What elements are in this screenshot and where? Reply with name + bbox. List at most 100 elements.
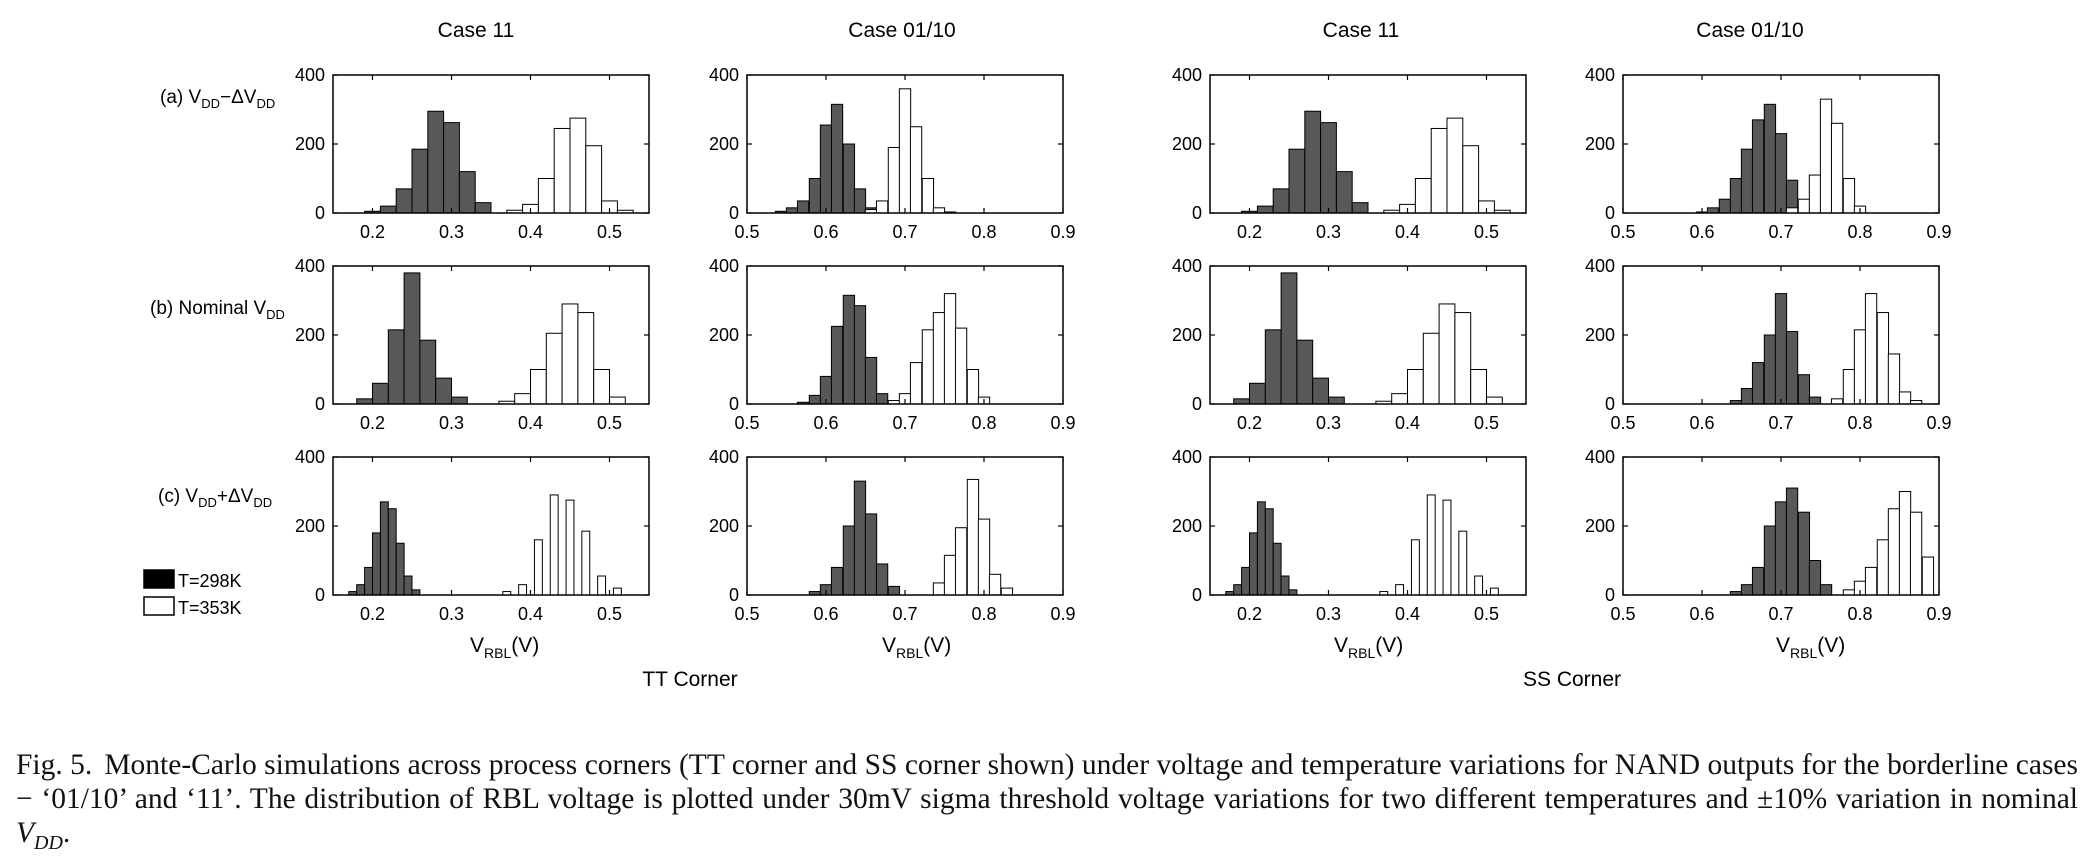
x-tick-label: 0.2 (360, 222, 385, 242)
histogram-bar-298k (443, 122, 460, 214)
y-tick-label: 400 (1172, 256, 1202, 276)
y-tick-label: 400 (1172, 447, 1202, 467)
histogram-bar-353k (1391, 393, 1408, 405)
row-label-b: (b) Nominal VDD (150, 298, 285, 322)
column-title: Case 01/10 (1696, 19, 1803, 42)
histogram-panel: 0.5 0.6 0.7 0.8 0.9 0 200 400 (709, 447, 1076, 624)
histogram-bar-298k (842, 294, 856, 405)
x-tick-label: 0.4 (518, 413, 543, 433)
histogram-bar-298k (1740, 584, 1754, 596)
histogram-bar-298k (1241, 566, 1250, 596)
x-tick-label: 0.8 (1847, 222, 1872, 242)
histogram-bar-353k (966, 369, 980, 405)
histogram-bar-353k (1909, 511, 1923, 596)
x-tick-label: 0.7 (1768, 413, 1793, 433)
y-tick-label: 200 (1585, 516, 1615, 536)
x-tick-label: 0.9 (1050, 604, 1075, 624)
histogram-bar-298k (864, 356, 878, 405)
histogram-bar-298k (1296, 339, 1314, 405)
x-axis-label: VRBL(V) (470, 634, 539, 661)
histogram-panel: 0.2 0.3 0.4 0.5 0 200 400 (1172, 65, 1527, 242)
x-tick-label: 0.2 (1237, 413, 1262, 433)
column-title: Case 11 (438, 19, 515, 42)
x-tick-label: 0.5 (597, 604, 622, 624)
x-tick-label: 0.7 (892, 222, 917, 242)
histogram-panel: 0.2 0.3 0.4 0.5 0 200 400 (295, 65, 650, 242)
histogram-bar-353k (1446, 117, 1464, 214)
histogram-bar-298k (387, 508, 397, 596)
histogram-bar-298k (1320, 122, 1337, 214)
histogram-bar-298k (1729, 178, 1743, 214)
row-label-a: (a) VDD−ΔVDD (160, 87, 275, 111)
x-tick-label: 0.5 (734, 222, 759, 242)
histogram-bar-353k (1462, 145, 1480, 214)
histogram-bar-353k (932, 312, 946, 405)
x-tick-label: 0.4 (1395, 222, 1420, 242)
histogram-bar-298k (1288, 148, 1306, 214)
histogram-bar-298k (1763, 103, 1777, 214)
histogram-panel: 0.5 0.6 0.7 0.8 0.9 0 200 400 (1585, 65, 1952, 242)
y-tick-label: 400 (709, 65, 739, 85)
histogram-bar-298k (1763, 525, 1777, 596)
histogram-bar-353k (1474, 575, 1484, 596)
x-tick-label: 0.3 (1316, 604, 1341, 624)
histogram-bar-298k (1335, 171, 1353, 214)
histogram-bar-353k (1486, 396, 1503, 405)
x-tick-label: 0.5 (597, 413, 622, 433)
histogram-bar-353k (569, 117, 587, 214)
histogram-bar-298k (1751, 566, 1765, 596)
histogram-bar-298k (474, 202, 492, 214)
histogram-bar-298k (395, 188, 413, 214)
y-tick-label: 0 (1605, 203, 1615, 223)
histogram-bar-298k (364, 566, 374, 596)
y-tick-label: 0 (729, 394, 739, 414)
histogram-bar-353k (561, 303, 579, 405)
histogram-bar-353k (1414, 178, 1432, 214)
histogram-bar-298k (1774, 293, 1788, 405)
histogram-bar-353k (932, 207, 946, 214)
histogram-bar-353k (1842, 369, 1856, 405)
x-tick-label: 0.4 (1395, 604, 1420, 624)
histogram-bar-353k (909, 362, 923, 405)
histogram-bar-298k (1233, 398, 1250, 405)
histogram-bar-298k (819, 124, 833, 214)
y-tick-label: 0 (315, 394, 325, 414)
legend-swatch-298k (143, 569, 175, 589)
histogram-bar-298k (1797, 374, 1811, 405)
histogram-bar-298k (1718, 198, 1732, 214)
x-tick-label: 0.3 (439, 604, 464, 624)
x-tick-label: 0.6 (813, 604, 838, 624)
row-label-c: (c) VDD+ΔVDD (158, 486, 272, 510)
histogram-bar-353k (1458, 530, 1468, 596)
histogram-bar-353k (943, 554, 957, 596)
histogram-bar-298k (356, 584, 366, 596)
histogram-bar-353k (921, 178, 935, 214)
histogram-bar-353k (1876, 539, 1890, 596)
histogram-bar-353k (514, 393, 532, 405)
x-tick-label: 0.2 (1237, 604, 1262, 624)
histogram-bar-298k (1774, 501, 1788, 596)
y-tick-label: 200 (295, 516, 325, 536)
x-tick-label: 0.9 (1926, 222, 1951, 242)
histogram-panel: 0.5 0.6 0.7 0.8 0.9 0 200 400 (1585, 447, 1952, 624)
histogram-bar-353k (545, 332, 563, 405)
y-tick-label: 200 (295, 325, 325, 345)
x-tick-label: 0.9 (1926, 413, 1951, 433)
histogram-bar-298k (435, 377, 453, 405)
histogram-bar-298k (1256, 205, 1274, 214)
histogram-bar-298k (458, 171, 476, 214)
histogram-bar-298k (1740, 387, 1754, 405)
histogram-bar-298k (1272, 542, 1282, 596)
histogram-bar-353k (593, 369, 611, 405)
histogram-bar-298k (403, 272, 421, 405)
histogram-bar-298k (379, 205, 397, 214)
corner-label-tt: TT Corner (642, 668, 737, 691)
histogram-bar-298k (853, 188, 867, 214)
histogram-bar-353k (1842, 178, 1856, 214)
y-tick-label: 0 (315, 203, 325, 223)
x-tick-label: 0.9 (1050, 222, 1075, 242)
histogram-bar-298k (372, 382, 389, 405)
x-tick-label: 0.7 (892, 413, 917, 433)
x-tick-label: 0.6 (813, 222, 838, 242)
y-tick-label: 400 (295, 447, 325, 467)
